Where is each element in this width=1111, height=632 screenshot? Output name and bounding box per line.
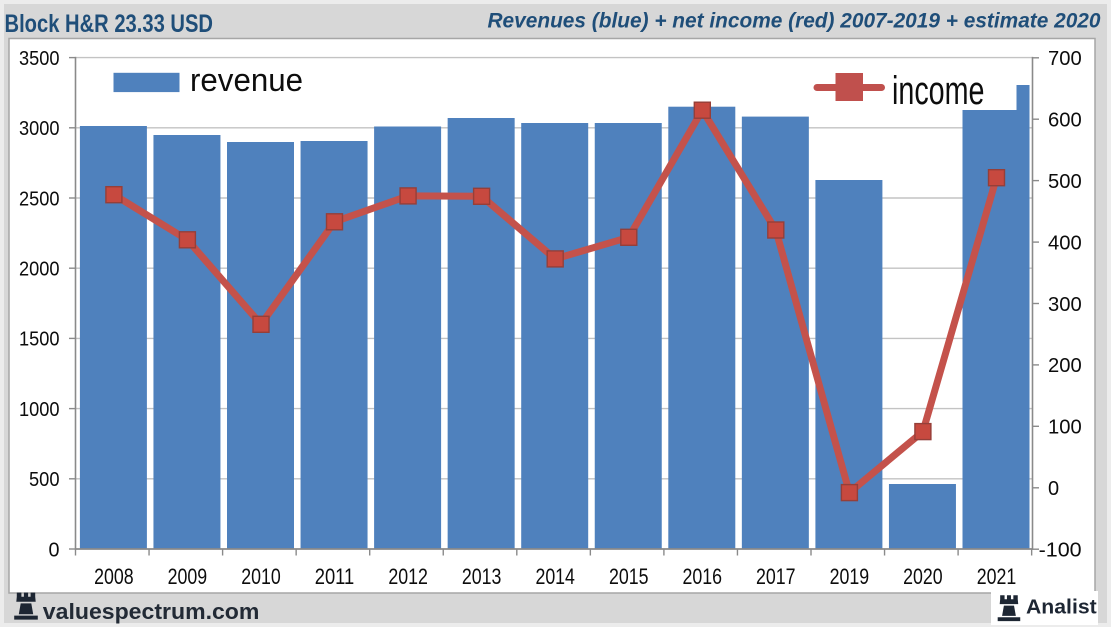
svg-text:300: 300 — [1048, 294, 1082, 316]
svg-text:500: 500 — [29, 469, 60, 491]
svg-text:2012: 2012 — [388, 564, 428, 589]
svg-text:400: 400 — [1048, 232, 1082, 254]
svg-text:revenue: revenue — [190, 62, 303, 98]
svg-text:Block H&R 23.33 USD: Block H&R 23.33 USD — [5, 10, 214, 38]
svg-text:2500: 2500 — [19, 188, 60, 210]
svg-text:2009: 2009 — [168, 564, 208, 589]
svg-text:0: 0 — [1048, 478, 1059, 500]
svg-text:2019: 2019 — [830, 564, 870, 589]
svg-text:500: 500 — [1048, 171, 1082, 193]
svg-text:2015: 2015 — [609, 564, 649, 589]
svg-text:1500: 1500 — [19, 329, 60, 351]
svg-text:2014: 2014 — [535, 564, 575, 589]
svg-text:2016: 2016 — [683, 564, 723, 589]
svg-text:700: 700 — [1048, 48, 1082, 70]
svg-text:0: 0 — [49, 539, 60, 561]
svg-text:200: 200 — [1048, 355, 1082, 377]
svg-text:1000: 1000 — [19, 399, 60, 421]
svg-text:2008: 2008 — [94, 564, 134, 589]
svg-text:2017: 2017 — [756, 564, 796, 589]
svg-text:100: 100 — [1048, 417, 1082, 439]
svg-text:2021: 2021 — [977, 564, 1017, 589]
svg-text:2010: 2010 — [241, 564, 281, 589]
svg-text:3000: 3000 — [19, 118, 60, 140]
svg-text:valuespectrum.com: valuespectrum.com — [43, 599, 260, 624]
svg-text:Revenues (blue) + net income (: Revenues (blue) + net income (red) 2007-… — [488, 10, 1101, 33]
svg-text:Analist: Analist — [1026, 597, 1097, 619]
svg-text:-100: -100 — [1039, 540, 1082, 562]
svg-text:2020: 2020 — [903, 564, 943, 589]
svg-text:2011: 2011 — [315, 564, 355, 589]
svg-text:600: 600 — [1048, 110, 1082, 132]
svg-text:2000: 2000 — [19, 259, 60, 281]
svg-text:income: income — [892, 69, 985, 113]
svg-text:2013: 2013 — [462, 564, 502, 589]
svg-text:3500: 3500 — [19, 48, 60, 70]
